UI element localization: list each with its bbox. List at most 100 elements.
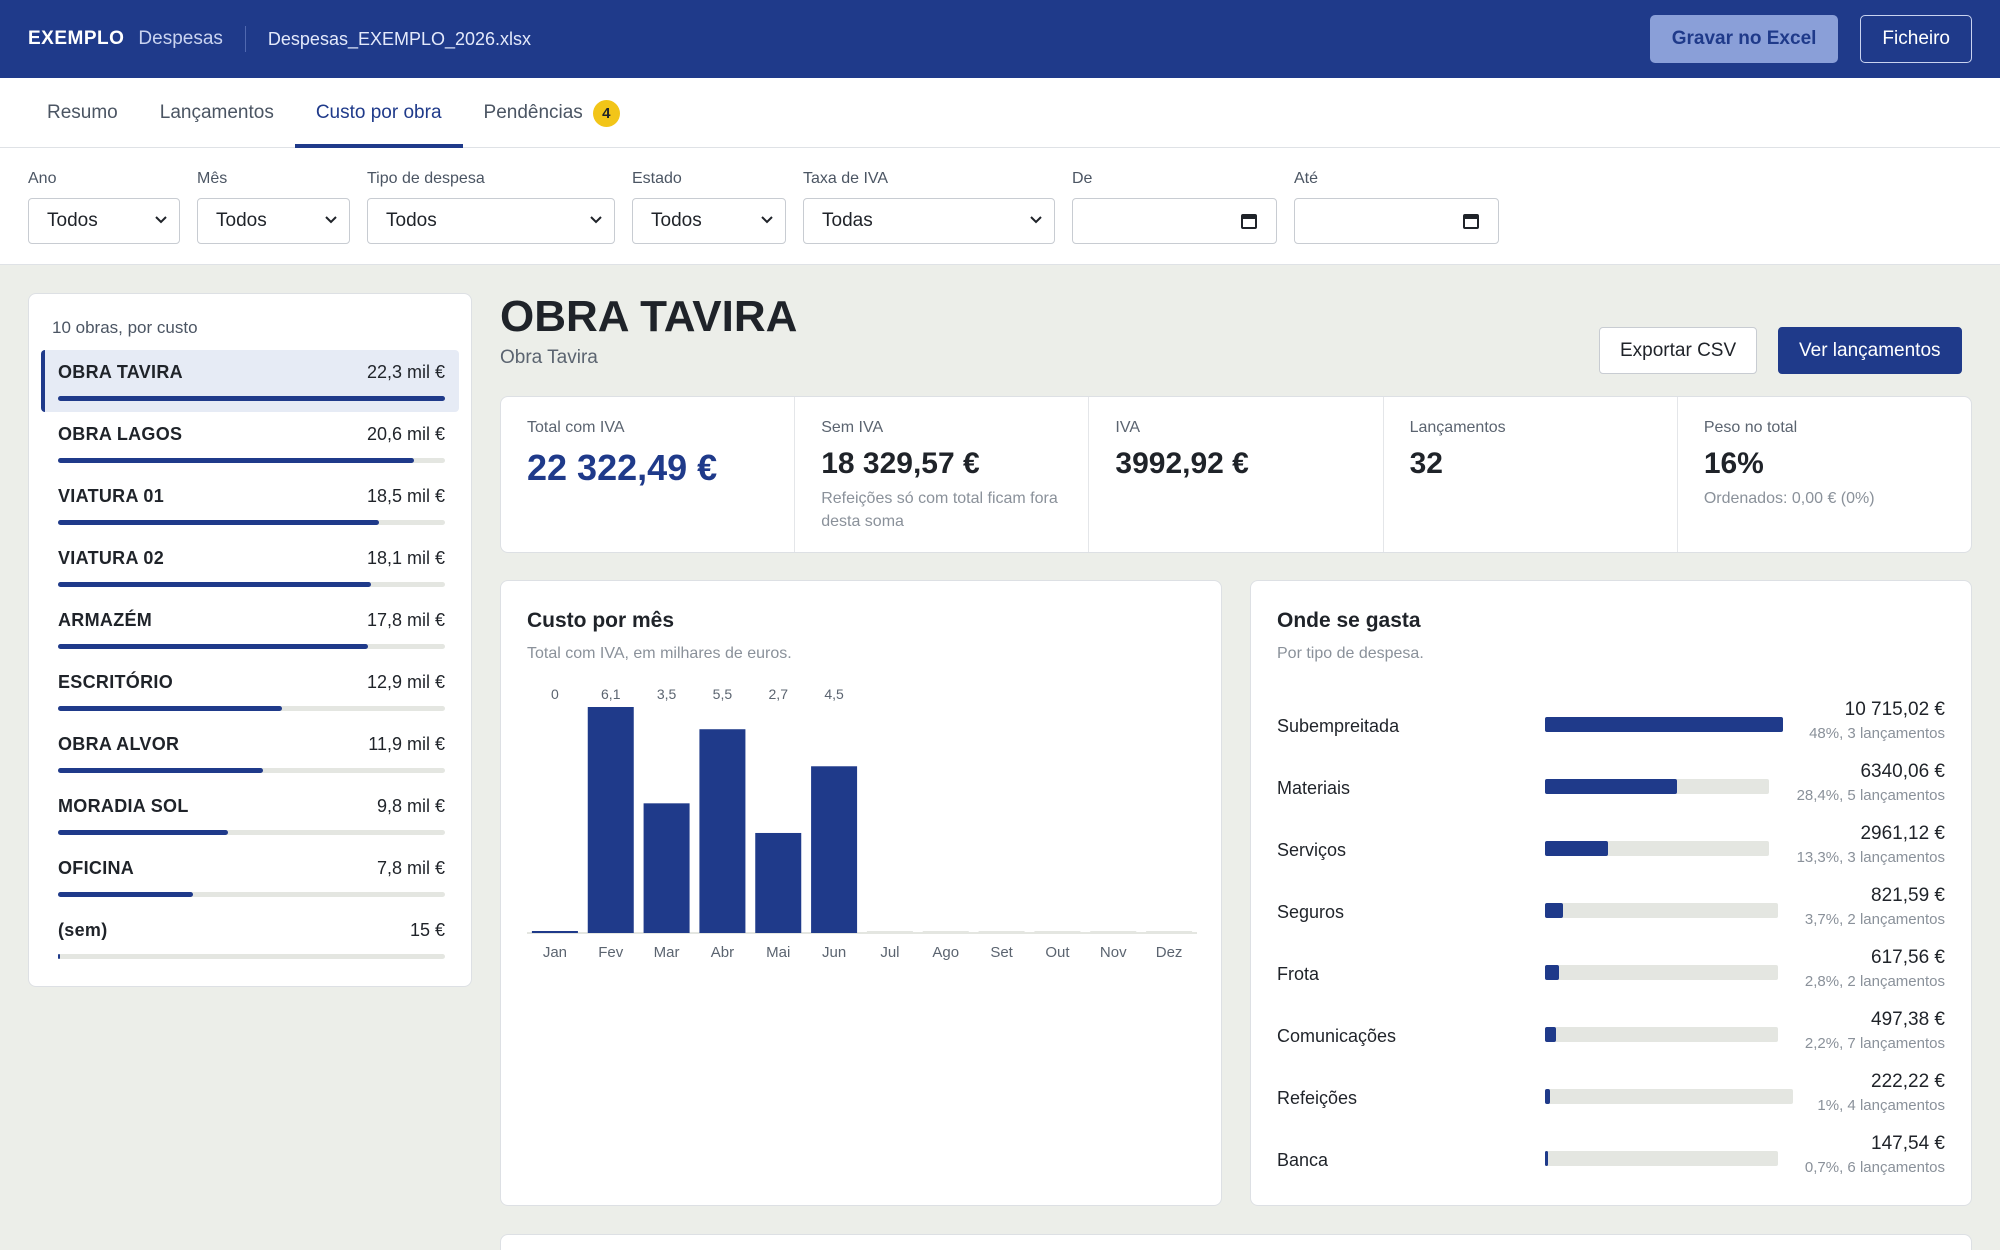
header-actions: Gravar no Excel Ficheiro bbox=[1649, 15, 1972, 63]
bar-mai[interactable] bbox=[755, 832, 802, 933]
bar-fev[interactable] bbox=[587, 707, 634, 933]
x-tick-label: Jan bbox=[543, 944, 567, 961]
obra-name: (sem) bbox=[58, 920, 108, 940]
spending-meta: 48%, 3 lançamentos bbox=[1809, 725, 1945, 742]
obra-row: ARMAZÉM 17,8 mil € bbox=[58, 610, 445, 631]
spending-type: Seguros bbox=[1277, 902, 1345, 922]
x-tick-label: Mai bbox=[766, 944, 790, 961]
spending-row: Materiais 6340,06 € 28,4%, 5 lançamentos bbox=[1277, 761, 1945, 823]
obra-item[interactable]: MORADIA SOL 9,8 mil € bbox=[41, 784, 459, 846]
bar-ago[interactable] bbox=[922, 931, 969, 933]
spending-meta: 2,8%, 2 lançamentos bbox=[1804, 973, 1945, 990]
bar-jul[interactable] bbox=[866, 931, 913, 933]
obra-item[interactable]: VIATURA 02 18,1 mil € bbox=[41, 536, 459, 598]
spending-type: Refeições bbox=[1277, 1088, 1358, 1108]
calendar-icon[interactable] bbox=[1462, 212, 1480, 230]
tab-pendencias[interactable]: Pendências 4 bbox=[463, 78, 641, 148]
obra-cost-bar bbox=[58, 644, 445, 649]
x-tick-label: Dez bbox=[1156, 944, 1183, 961]
obra-item[interactable]: OBRA TAVIRA 22,3 mil € bbox=[41, 350, 459, 412]
card-subtitle: Por tipo de despesa. bbox=[1277, 645, 1424, 662]
filter-label: Taxa de IVA bbox=[803, 170, 889, 187]
spending-row: Subempreitada 10 715,02 € 48%, 3 lançament… bbox=[1277, 699, 1945, 761]
obra-cost-bar bbox=[58, 830, 445, 835]
estado-select[interactable]: Todos bbox=[632, 198, 786, 244]
tipo-despesa-select[interactable]: Todos bbox=[367, 198, 615, 244]
kpi-note: Refeições só com total ficam fora desta … bbox=[821, 490, 1058, 530]
tab-custo-por-obra[interactable]: Custo por obra bbox=[294, 78, 463, 148]
obra-cost-bar bbox=[58, 954, 445, 959]
chevron-down-icon bbox=[590, 216, 602, 224]
bar-out[interactable] bbox=[1034, 931, 1081, 933]
bar-value-label: 4,5 bbox=[824, 686, 844, 702]
obra-cost-bar-fill bbox=[58, 706, 283, 711]
mes-select[interactable]: Todos bbox=[197, 198, 350, 244]
filter-label: De bbox=[1072, 170, 1093, 187]
kpi-value: 16% bbox=[1703, 447, 1764, 480]
obra-cost-bar bbox=[58, 582, 445, 587]
spending-meta: 2,2%, 7 lançamentos bbox=[1804, 1035, 1945, 1052]
app-header: EXEMPLO Despesas Despesas_EXEMPLO_2026.x… bbox=[0, 0, 2000, 78]
bar-jan[interactable] bbox=[531, 931, 578, 933]
obra-row: OBRA TAVIRA 22,3 mil € bbox=[58, 362, 445, 383]
kpi-value: 3992,92 € bbox=[1115, 447, 1249, 480]
obra-row: VIATURA 02 18,1 mil € bbox=[58, 548, 445, 569]
obra-name: OFICINA bbox=[58, 858, 135, 878]
tab-lancamentos[interactable]: Lançamentos bbox=[139, 78, 295, 148]
obra-cost-bar-fill bbox=[58, 458, 415, 463]
kpi-value: 32 bbox=[1409, 447, 1443, 480]
obra-item[interactable]: OFICINA 7,8 mil € bbox=[41, 846, 459, 908]
bar-nov[interactable] bbox=[1090, 931, 1137, 933]
bar-jun[interactable] bbox=[811, 766, 858, 933]
obra-value: 7,8 mil € bbox=[376, 858, 445, 878]
filter-ate: Até bbox=[1294, 170, 1499, 244]
header-divider bbox=[244, 26, 246, 52]
obra-item[interactable]: VIATURA 01 18,5 mil € bbox=[41, 474, 459, 536]
x-tick-label: Jul bbox=[880, 944, 899, 961]
filter-bar: Ano Todos Mês Todos Tipo de despesa Todo… bbox=[0, 148, 2000, 265]
obra-item[interactable]: OBRA ALVOR 11,9 mil € bbox=[41, 722, 459, 784]
kpi-value: 22 322,49 € bbox=[527, 447, 718, 488]
spending-row: Refeições 222,22 € 1%, 4 lançamentos bbox=[1277, 1071, 1945, 1133]
obra-cost-bar-fill bbox=[58, 396, 445, 401]
bar-dez[interactable] bbox=[1146, 931, 1193, 933]
spending-bar-fill bbox=[1545, 1027, 1556, 1042]
spending-value: 147,54 € bbox=[1871, 1133, 1945, 1154]
save-to-excel-button[interactable]: Gravar no Excel bbox=[1649, 15, 1839, 63]
spending-breakdown-card: Onde se gasta Por tipo de despesa. Subem… bbox=[1250, 580, 1972, 1206]
ano-select[interactable]: Todos bbox=[28, 198, 180, 244]
obra-item[interactable]: (sem) 15 € bbox=[41, 908, 459, 970]
tab-resumo[interactable]: Resumo bbox=[26, 78, 139, 148]
obra-name: OBRA TAVIRA bbox=[58, 362, 183, 382]
bar-set[interactable] bbox=[978, 931, 1025, 933]
select-value: Todos bbox=[47, 210, 98, 231]
obra-value: 22,3 mil € bbox=[366, 362, 445, 382]
obra-cost-bar bbox=[58, 458, 445, 463]
spending-value: 497,38 € bbox=[1871, 1009, 1945, 1030]
obra-value: 20,6 mil € bbox=[366, 424, 445, 444]
spending-meta: 28,4%, 5 lançamentos bbox=[1796, 787, 1945, 804]
monthly-bar-chart: Jan 0 Fev 6,1 Mar 3,5 Abr 5,5 Mai 2,7 Jun 4,5 Jul Ago… bbox=[527, 686, 1197, 961]
obra-item[interactable]: OBRA LAGOS 20,6 mil € bbox=[41, 412, 459, 474]
date-to-input[interactable] bbox=[1294, 198, 1499, 244]
obra-row: OFICINA 7,8 mil € bbox=[58, 858, 445, 879]
date-from-input[interactable] bbox=[1072, 198, 1277, 244]
obra-item[interactable]: ARMAZÉM 17,8 mil € bbox=[41, 598, 459, 660]
select-value: Todos bbox=[216, 210, 267, 231]
spending-type: Subempreitada bbox=[1277, 716, 1400, 736]
calendar-icon[interactable] bbox=[1240, 212, 1258, 230]
taxa-iva-select[interactable]: Todas bbox=[803, 198, 1055, 244]
bar-mar[interactable] bbox=[643, 803, 690, 933]
file-menu-button[interactable]: Ficheiro bbox=[1860, 15, 1972, 63]
tab-label: Custo por obra bbox=[315, 102, 442, 123]
pending-count-badge: 4 bbox=[592, 99, 620, 127]
obra-item[interactable]: ESCRITÓRIO 12,9 mil € bbox=[41, 660, 459, 722]
spending-type: Banca bbox=[1277, 1150, 1329, 1170]
spending-value: 617,56 € bbox=[1871, 947, 1945, 968]
bar-abr[interactable] bbox=[699, 729, 746, 933]
spending-value: 222,22 € bbox=[1871, 1071, 1945, 1092]
export-csv-button[interactable]: Exportar CSV bbox=[1599, 327, 1758, 374]
view-entries-button[interactable]: Ver lançamentos bbox=[1778, 327, 1962, 374]
x-tick-label: Fev bbox=[598, 944, 624, 961]
bar-value-label: 6,1 bbox=[601, 686, 621, 702]
